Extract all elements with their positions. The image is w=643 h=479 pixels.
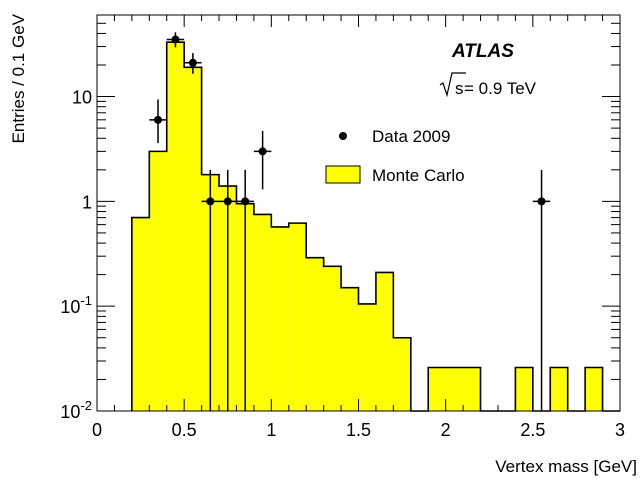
data-point <box>219 169 237 411</box>
data-marker <box>154 115 163 124</box>
sqrt-symbol <box>439 72 466 98</box>
data-point <box>184 53 202 74</box>
energy-value: = 0.9 TeV <box>464 79 537 98</box>
mc-bar <box>515 367 533 411</box>
x-axis-ticks: 0 0.5 1 1.5 2 2.5 3 <box>92 15 625 440</box>
y-tick-label: 10-2 <box>60 398 92 422</box>
x-axis-label: Vertex mass [GeV] <box>495 457 637 476</box>
legend-data-label: Data 2009 <box>372 127 450 146</box>
y-tick-label: 10-1 <box>60 293 92 317</box>
x-tick-label: 2.5 <box>520 420 545 440</box>
x-tick-label: 0 <box>92 420 102 440</box>
x-tick-label: 1 <box>266 420 276 440</box>
y-tick-label: 10 <box>72 88 92 108</box>
mc-bar <box>166 42 185 411</box>
monte-carlo-histogram <box>131 41 620 412</box>
mc-bar <box>149 151 167 411</box>
y-tick-exponent: -1 <box>80 293 92 308</box>
y-tick-base: 10 <box>72 88 92 108</box>
energy-label: s = 0.9 TeV <box>439 72 537 98</box>
data-marker <box>171 35 180 44</box>
mc-bar <box>288 223 307 411</box>
mc-bar <box>585 367 603 411</box>
mc-bar <box>184 67 202 412</box>
data-point <box>236 169 254 411</box>
mc-bar <box>341 287 359 411</box>
legend-mc-swatch <box>325 165 361 184</box>
mc-bar <box>358 303 376 411</box>
mc-bar <box>253 214 272 411</box>
data-point <box>532 169 551 411</box>
energy-symbol: s <box>455 79 464 98</box>
data-points <box>149 32 551 411</box>
y-tick-label: 1 <box>82 192 92 212</box>
x-tick-label: 3 <box>615 420 625 440</box>
data-marker <box>537 197 546 206</box>
data-point <box>201 169 220 411</box>
y-tick-exponent: -2 <box>80 398 92 413</box>
y-tick-base: 1 <box>82 192 92 212</box>
mc-bar <box>393 337 411 411</box>
mc-bar <box>131 217 150 411</box>
mc-bar <box>306 257 324 411</box>
experiment-label: ATLAS <box>451 41 514 62</box>
y-tick-base: 10 <box>60 402 80 422</box>
legend-mc-label: Monte Carlo <box>372 166 465 185</box>
mc-bar <box>463 367 481 411</box>
legend: Data 2009 Monte Carlo <box>325 127 465 185</box>
data-marker <box>206 197 215 206</box>
mc-bar <box>550 367 568 411</box>
data-point <box>253 130 272 190</box>
y-axis-label: Entries / 0.1 GeV <box>9 13 28 143</box>
mc-bar <box>428 367 446 411</box>
data-point <box>149 99 167 144</box>
data-marker <box>241 197 250 206</box>
mc-bar <box>271 226 289 411</box>
data-marker <box>258 147 267 156</box>
mc-bar <box>445 367 464 411</box>
mc-bar <box>375 272 394 411</box>
legend-data-marker <box>339 132 347 140</box>
data-marker <box>223 197 232 206</box>
x-tick-label: 2 <box>441 420 451 440</box>
data-point <box>166 32 185 48</box>
data-marker <box>188 58 197 67</box>
y-tick-base: 10 <box>60 297 80 317</box>
x-tick-label: 0.5 <box>172 420 197 440</box>
x-tick-label: 1.5 <box>346 420 371 440</box>
mc-bar <box>323 266 342 411</box>
